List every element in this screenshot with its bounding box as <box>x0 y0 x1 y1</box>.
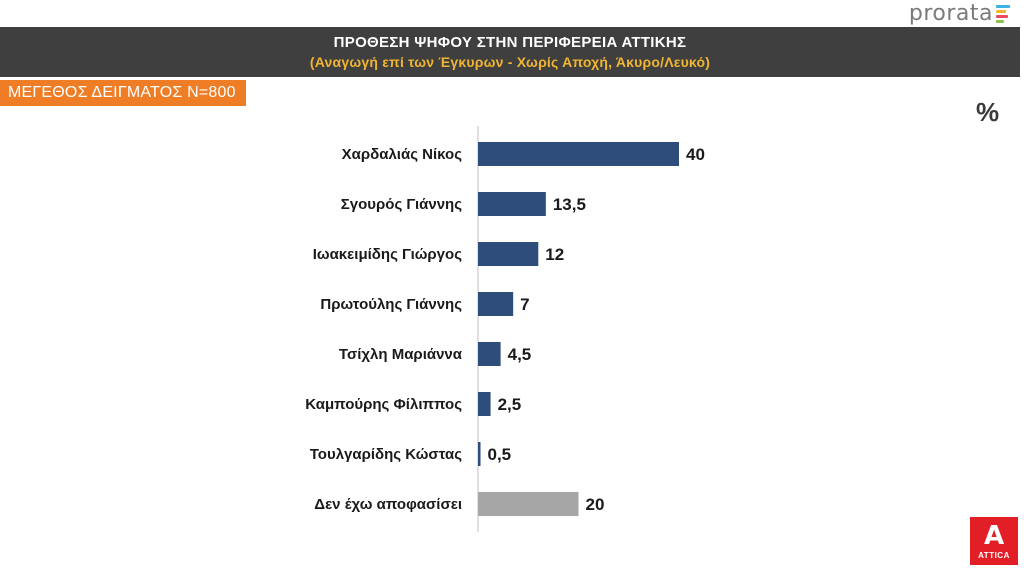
data-label: 20 <box>586 495 605 514</box>
prorata-bar-1 <box>996 5 1010 8</box>
bar <box>478 392 491 416</box>
attica-a-icon: A <box>983 520 1005 551</box>
prorata-wordmark: prorata <box>908 0 993 26</box>
category-label: Τουλγαρίδης Κώστας <box>310 446 462 463</box>
chart-header: ΠΡΟΘΕΣΗ ΨΗΦΟΥ ΣΤΗΝ ΠΕΡΙΦΕΡΕΙΑ ΑΤΤΙΚΗΣ (Α… <box>0 27 1020 77</box>
category-label: Καμπούρης Φίλιππος <box>305 396 462 413</box>
percent-unit-label: % <box>976 97 1000 127</box>
prorata-bar-2 <box>996 10 1006 13</box>
prorata-bar-4 <box>996 20 1004 23</box>
prorata-logo: prorata <box>909 0 1010 26</box>
data-label: 2,5 <box>498 395 522 414</box>
bar <box>478 342 501 366</box>
category-label: Πρωτούλης Γιάννης <box>320 296 462 313</box>
category-label: Χαρδαλιάς Νίκος <box>342 146 463 163</box>
data-label: 0,5 <box>488 445 512 464</box>
bar <box>478 442 481 466</box>
bar <box>478 192 546 216</box>
data-label: 40 <box>686 145 705 164</box>
prorata-bar-3 <box>996 15 1008 18</box>
category-label: Σγουρός Γιάννης <box>341 196 462 213</box>
data-label: 7 <box>520 295 529 314</box>
bar <box>478 142 679 166</box>
prorata-bars-icon <box>996 5 1010 23</box>
bar <box>478 492 579 516</box>
attica-logo-text: ATTICA <box>978 550 1010 560</box>
attica-logo: A ATTICA <box>970 517 1018 565</box>
data-label: 4,5 <box>508 345 532 364</box>
data-label: 12 <box>545 245 564 264</box>
data-label: 13,5 <box>553 195 586 214</box>
category-label: Τσίχλη Μαριάννα <box>339 346 463 363</box>
chart-subtitle: (Αναγωγή επί των Έγκυρων - Χωρίς Αποχή, … <box>309 54 711 70</box>
category-label: Ιωακειμίδης Γιώργος <box>313 246 462 263</box>
category-label: Δεν έχω αποφασίσει <box>314 496 462 513</box>
chart-title: ΠΡΟΘΕΣΗ ΨΗΦΟΥ ΣΤΗΝ ΠΕΡΙΦΕΡΕΙΑ ΑΤΤΙΚΗΣ <box>333 34 687 51</box>
bar <box>478 242 539 266</box>
bar <box>478 292 514 316</box>
sample-size-badge: ΜΕΓΕΘΟΣ ΔΕΙΓΜΑΤΟΣ Ν=800 <box>0 80 246 106</box>
